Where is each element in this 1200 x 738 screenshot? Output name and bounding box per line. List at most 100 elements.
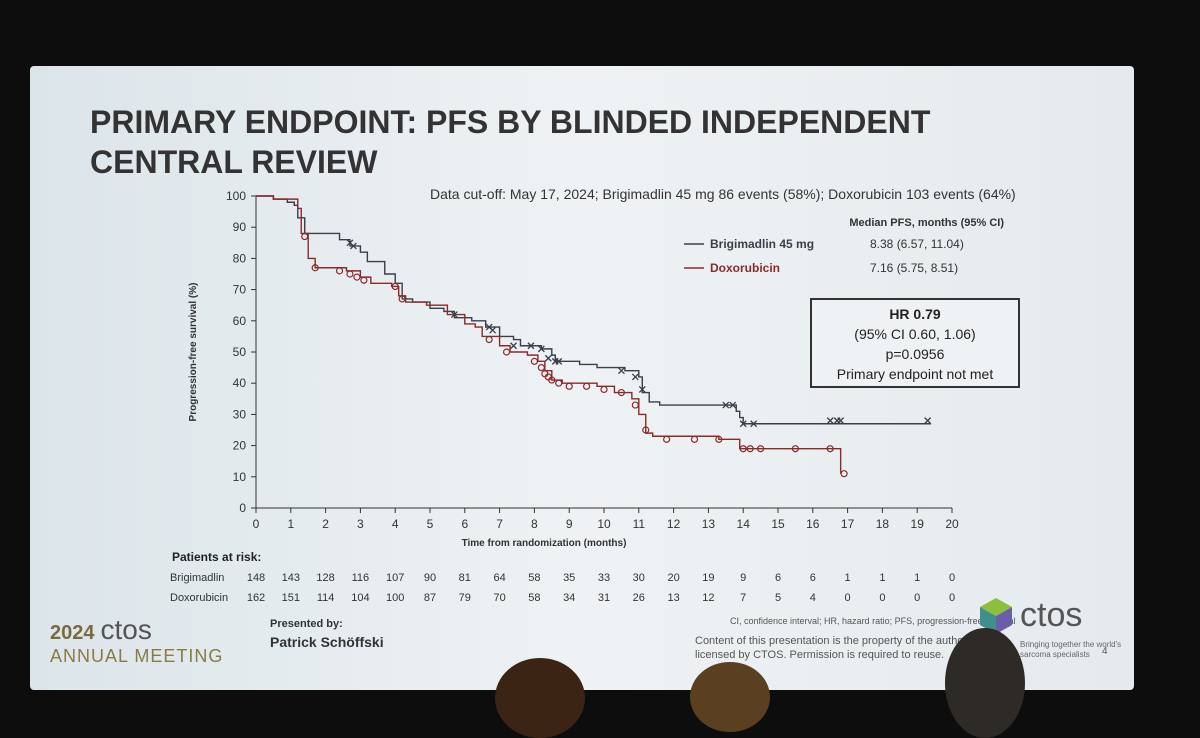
x-tick-label: 10 [597, 517, 611, 531]
risk-count: 70 [493, 592, 506, 604]
censor-stroke [729, 401, 737, 409]
risk-count: 114 [316, 592, 335, 604]
y-tick-label: 10 [233, 470, 247, 484]
x-tick-label: 8 [531, 517, 538, 531]
brigimadlin-censor-mark [631, 373, 639, 381]
brigimadlin-censor-mark [638, 385, 646, 393]
doxorubicin-censor-mark [600, 385, 608, 394]
legend-series-name: Doxorubicin [710, 261, 780, 275]
brigimadlin-censor-mark [617, 367, 625, 375]
x-tick-label: 6 [461, 517, 468, 531]
brigimadlin-censor-mark [555, 357, 563, 365]
censor-stroke [638, 385, 646, 393]
risk-count: 35 [563, 572, 576, 584]
risk-count: 1 [844, 572, 851, 584]
brigimadlin-censor-mark [544, 354, 552, 362]
ctos-meeting-logo: 2024 ctos ANNUAL MEETING [50, 614, 223, 667]
risk-count: 12 [702, 592, 715, 604]
brigimadlin-censor-mark [450, 311, 458, 319]
brigimadlin-censor-mark [837, 417, 845, 425]
audience-head [495, 658, 585, 738]
risk-table-row: Brigimadlin 148 143 128 116 107 90 81 64 58 35 33 30… [30, 572, 1134, 588]
risk-count: 87 [423, 592, 437, 604]
hazard-ratio-box: HR 0.79 (95% CI 0.60, 1.06) p=0.0956 Pri… [810, 298, 1020, 388]
slide: PRIMARY ENDPOINT: PFS BY BLINDED INDEPEN… [30, 66, 1134, 690]
risk-count: 64 [493, 572, 506, 584]
risk-count: 31 [597, 592, 611, 604]
logo-tagline: ANNUAL MEETING [50, 646, 224, 666]
risk-count: 58 [528, 572, 541, 584]
y-tick-label: 20 [233, 439, 247, 453]
x-tick-label: 18 [876, 517, 890, 531]
risk-count: 33 [597, 572, 611, 584]
doxorubicin-censor-mark [485, 335, 493, 344]
risk-count: 5 [774, 592, 782, 604]
risk-count: 100 [386, 592, 405, 604]
logo-year: 2024 [50, 622, 95, 644]
risk-count: 0 [948, 592, 956, 604]
risk-table-row: Doxorubicin 162 151 114 104 100 87 79 70 58 34 31 26… [30, 592, 1134, 608]
censor-stroke [450, 311, 458, 319]
risk-count: 0 [948, 572, 956, 584]
x-tick-label: 0 [253, 517, 260, 531]
doxorubicin-censor-mark [353, 273, 361, 281]
legend-median-value: 8.38 (6.57, 11.04) [870, 237, 964, 251]
risk-row-label: Brigimadlin [170, 572, 225, 584]
risk-count: 143 [281, 572, 300, 584]
risk-count: 0 [844, 592, 851, 604]
brigimadlin-censor-mark [537, 345, 545, 353]
censor-stroke [349, 242, 357, 250]
y-tick-label: 80 [233, 251, 247, 265]
abbreviations-footnote: CI, confidence interval; HR, hazard rati… [730, 616, 1016, 626]
x-tick-label: 11 [633, 517, 646, 531]
x-tick-label: 7 [496, 517, 503, 531]
risk-count: 0 [914, 592, 921, 604]
logo-tagline-right: Bringing together the world's sarcoma sp… [1020, 640, 1122, 659]
doxorubicin-censor-mark [746, 445, 754, 453]
risk-count: 0 [879, 592, 886, 604]
risk-count: 6 [809, 572, 816, 584]
doxorubicin-censor-mark [756, 445, 765, 453]
doxorubicin-censor-mark [311, 264, 319, 272]
brigimadlin-censor-mark [349, 242, 357, 250]
y-tick-label: 30 [233, 407, 247, 421]
risk-row-label: Doxorubicin [170, 592, 229, 604]
risk-count: 148 [246, 572, 266, 584]
x-tick-label: 16 [806, 517, 820, 531]
x-tick-label: 17 [841, 517, 855, 531]
brigimadlin-censor-mark [489, 326, 497, 334]
risk-count: 79 [458, 592, 471, 604]
rights-notice: Content of this presentation is the prop… [695, 635, 970, 661]
risk-table-header: Patients at risk: [172, 550, 262, 564]
x-tick-label: 3 [357, 517, 364, 531]
risk-count: 6 [774, 572, 782, 584]
risk-count: 9 [740, 572, 747, 584]
x-tick-label: 2 [322, 517, 329, 531]
y-tick-label: 70 [233, 283, 247, 297]
risk-count: 7 [740, 592, 747, 604]
hazard-ratio: HR 0.79 [889, 306, 941, 322]
x-axis-title: Time from randomization (months) [462, 538, 627, 549]
doxorubicin-censor-mark [502, 348, 511, 356]
logo-brand-right: ctos [1020, 596, 1083, 634]
doxorubicin-censor-mark [617, 388, 626, 397]
x-tick-label: 12 [667, 517, 681, 531]
risk-count: 81 [458, 572, 471, 584]
chart-censor-marks [301, 232, 932, 478]
censor-stroke [722, 401, 730, 409]
doxorubicin-censor-mark [840, 470, 848, 478]
legend-series-name: Brigimadlin 45 mg [710, 237, 814, 251]
doxorubicin-censor-mark [826, 445, 834, 453]
doxorubicin-censor-mark [791, 445, 800, 453]
doxorubicin-censor-mark [530, 357, 538, 365]
risk-count: 116 [351, 572, 370, 584]
doxorubicin-censor-mark [582, 382, 591, 390]
doxorubicin-censor-mark [548, 376, 556, 384]
x-tick-label: 4 [392, 517, 399, 531]
x-tick-label: 5 [427, 517, 434, 531]
audience-head [690, 662, 770, 732]
risk-count: 107 [386, 572, 405, 584]
censor-stroke [617, 367, 625, 375]
